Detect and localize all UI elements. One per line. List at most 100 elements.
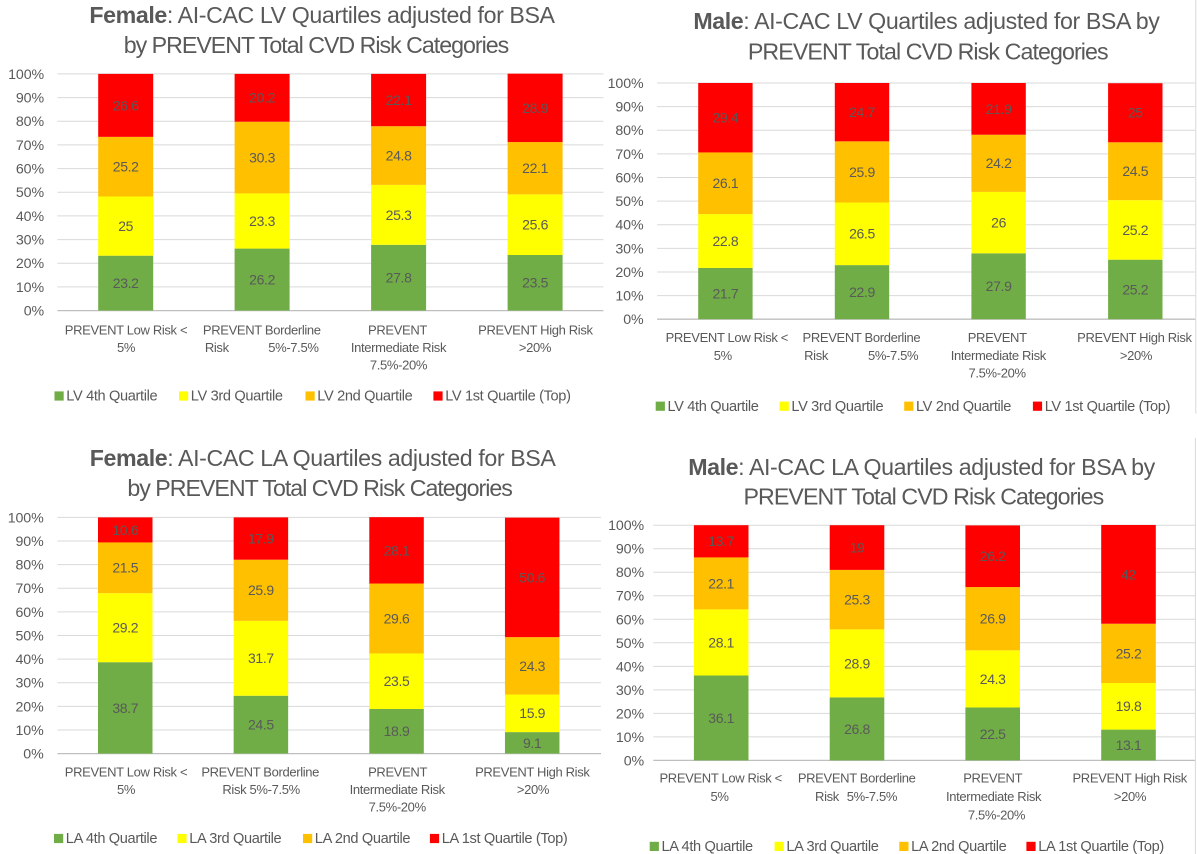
svg-text:PREVENT High Risk: PREVENT High Risk: [478, 323, 593, 338]
svg-text:Intermediate Risk: Intermediate Risk: [951, 348, 1047, 363]
svg-text:18.9: 18.9: [384, 723, 410, 739]
svg-text:100%: 100%: [608, 76, 644, 92]
svg-text:10%: 10%: [615, 289, 644, 305]
svg-text:23.5: 23.5: [384, 673, 410, 689]
svg-text:15.9: 15.9: [519, 705, 545, 721]
svg-text:>20%: >20%: [1114, 789, 1147, 804]
svg-text:23.5: 23.5: [522, 275, 548, 291]
svg-text:50%: 50%: [615, 194, 644, 210]
svg-text:20%: 20%: [16, 256, 45, 272]
svg-text:17.9: 17.9: [248, 530, 274, 546]
svg-text:LV 3rd Quartile: LV 3rd Quartile: [191, 389, 283, 405]
svg-text:28.9: 28.9: [844, 655, 870, 671]
svg-text:PREVENT Low Risk <: PREVENT Low Risk <: [666, 330, 788, 345]
svg-text:>20%: >20%: [1120, 348, 1153, 363]
svg-text:26.2: 26.2: [249, 271, 275, 287]
svg-text:5%: 5%: [117, 340, 136, 355]
svg-text:0%: 0%: [623, 312, 644, 328]
svg-text:30.3: 30.3: [249, 149, 275, 165]
svg-text:26.1: 26.1: [712, 175, 738, 191]
svg-text:Male: AI-CAC LA Quartiles adju: Male: AI-CAC LA Quartiles adjusted for B…: [688, 454, 1155, 480]
svg-text:60%: 60%: [15, 605, 44, 621]
svg-text:Female: AI-CAC LV Quartiles ad: Female: AI-CAC LV Quartiles adjusted for…: [89, 2, 555, 28]
svg-text:30%: 30%: [16, 233, 45, 249]
svg-text:25.6: 25.6: [522, 217, 548, 233]
svg-text:28.9: 28.9: [522, 100, 548, 116]
svg-text:PREVENT: PREVENT: [968, 330, 1027, 345]
svg-text:80%: 80%: [616, 565, 645, 581]
svg-text:LA 1st Quartile (Top): LA 1st Quartile (Top): [442, 831, 568, 847]
svg-text:PREVENT Total CVD Risk Categor: PREVENT Total CVD Risk Categories: [748, 39, 1108, 65]
svg-text:>20%: >20%: [519, 340, 552, 355]
svg-text:22.1: 22.1: [522, 160, 548, 176]
svg-text:42: 42: [1121, 566, 1136, 582]
svg-text:24.3: 24.3: [519, 658, 545, 674]
svg-text:50%: 50%: [15, 628, 44, 644]
svg-text:38.7: 38.7: [112, 700, 138, 716]
svg-text:LV 3rd Quartile: LV 3rd Quartile: [791, 399, 883, 415]
svg-text:Risk: Risk: [815, 789, 840, 804]
svg-text:PREVENT High Risk: PREVENT High Risk: [1072, 771, 1187, 786]
svg-text:70%: 70%: [15, 581, 44, 597]
svg-text:30%: 30%: [15, 676, 44, 692]
svg-text:26.5: 26.5: [849, 226, 875, 242]
svg-text:60%: 60%: [616, 612, 645, 628]
svg-text:36.1: 36.1: [708, 710, 734, 726]
svg-text:PREVENT Borderline: PREVENT Borderline: [803, 330, 921, 345]
svg-text:90%: 90%: [15, 534, 44, 550]
svg-text:100%: 100%: [608, 518, 644, 534]
svg-text:80%: 80%: [615, 123, 644, 139]
svg-text:PREVENT Low Risk <: PREVENT Low Risk <: [659, 771, 781, 786]
svg-text:LA 4th Quartile: LA 4th Quartile: [662, 839, 754, 854]
svg-text:24.7: 24.7: [849, 104, 875, 120]
svg-text:Intermediate Risk: Intermediate Risk: [350, 782, 446, 797]
svg-text:29.2: 29.2: [112, 620, 138, 636]
svg-text:LV 2nd Quartile: LV 2nd Quartile: [916, 399, 1011, 415]
svg-text:100%: 100%: [8, 67, 44, 83]
svg-text:27.8: 27.8: [386, 270, 412, 286]
svg-text:28.1: 28.1: [708, 634, 734, 650]
svg-text:25.2: 25.2: [1122, 281, 1148, 297]
svg-text:5%: 5%: [711, 789, 730, 804]
svg-text:PREVENT: PREVENT: [368, 323, 427, 338]
svg-text:LV 1st Quartile (Top): LV 1st Quartile (Top): [445, 389, 570, 405]
svg-text:5%-7.5%: 5%-7.5%: [868, 348, 919, 363]
svg-text:25.2: 25.2: [1116, 645, 1142, 661]
svg-text:22.1: 22.1: [386, 92, 412, 108]
svg-text:25.9: 25.9: [248, 582, 274, 598]
svg-text:PREVENT Low Risk <: PREVENT Low Risk <: [65, 323, 187, 338]
svg-text:24.2: 24.2: [986, 155, 1012, 171]
svg-text:40%: 40%: [16, 209, 45, 225]
svg-text:26.2: 26.2: [980, 548, 1006, 564]
svg-text:PREVENT High Risk: PREVENT High Risk: [1077, 330, 1192, 345]
svg-text:27.9: 27.9: [986, 278, 1012, 294]
svg-text:24.3: 24.3: [980, 671, 1006, 687]
svg-text:100%: 100%: [8, 510, 44, 526]
svg-text:22.1: 22.1: [708, 575, 734, 591]
svg-text:LA 2nd Quartile: LA 2nd Quartile: [315, 831, 411, 847]
svg-text:20%: 20%: [615, 265, 644, 281]
svg-text:25: 25: [118, 218, 133, 234]
svg-text:0%: 0%: [624, 753, 645, 769]
svg-text:23.3: 23.3: [249, 213, 275, 229]
svg-text:21.5: 21.5: [112, 560, 138, 576]
svg-text:40%: 40%: [15, 652, 44, 668]
svg-text:13.1: 13.1: [1116, 737, 1142, 753]
svg-text:Intermediate Risk: Intermediate Risk: [946, 789, 1042, 804]
svg-text:30%: 30%: [616, 683, 645, 699]
svg-text:by PREVENT Total CVD Risk Cate: by PREVENT Total CVD Risk Categories: [124, 32, 509, 58]
svg-text:20.2: 20.2: [249, 90, 275, 106]
svg-text:25.9: 25.9: [849, 164, 875, 180]
svg-text:30%: 30%: [615, 241, 644, 257]
svg-text:10%: 10%: [15, 723, 44, 739]
svg-text:40%: 40%: [616, 659, 645, 675]
svg-text:7.5%-20%: 7.5%-20%: [968, 808, 1026, 823]
svg-text:19.8: 19.8: [1116, 698, 1142, 714]
svg-text:Risk: Risk: [205, 340, 230, 355]
svg-text:70%: 70%: [16, 138, 45, 154]
svg-text:25.3: 25.3: [386, 207, 412, 223]
svg-text:25.2: 25.2: [1122, 222, 1148, 238]
svg-text:60%: 60%: [615, 170, 644, 186]
svg-text:PREVENT Total CVD Risk Categor: PREVENT Total CVD Risk Categories: [743, 484, 1103, 510]
svg-text:24.5: 24.5: [1122, 163, 1148, 179]
